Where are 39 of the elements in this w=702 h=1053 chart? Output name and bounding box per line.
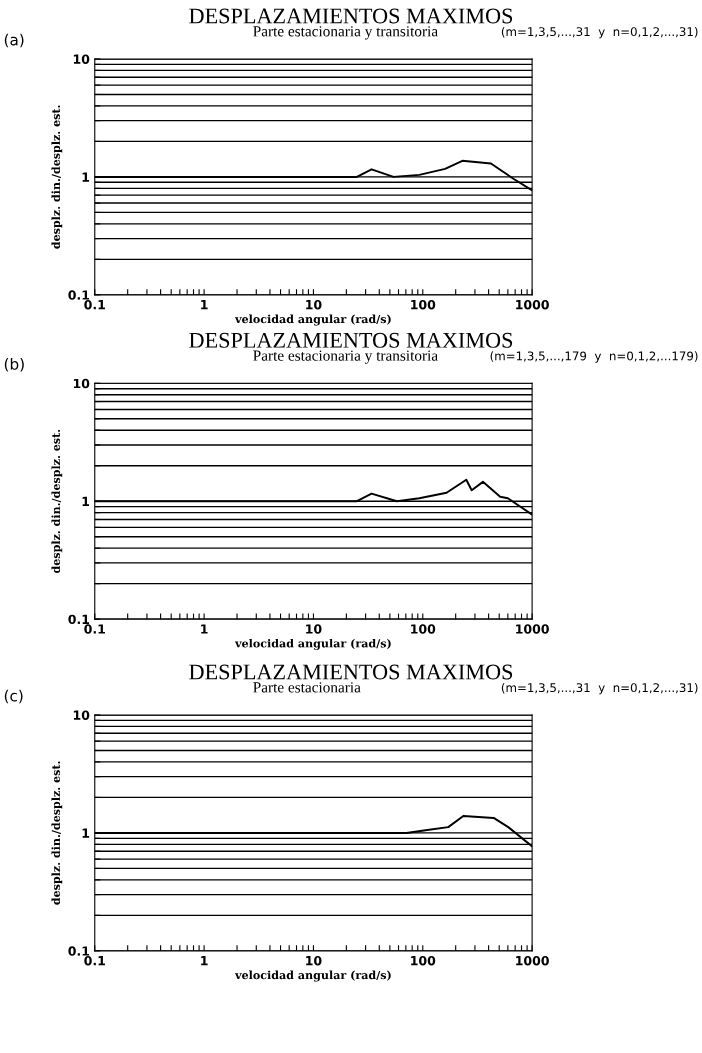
x-tick-label: 10: [306, 299, 322, 310]
x-tick-label: 1000: [516, 299, 549, 310]
x-tick-label: 1000: [516, 955, 549, 966]
y-tick-label: 1: [82, 172, 90, 182]
y-tick-label: 0.1: [68, 290, 90, 300]
x-axis-title: velocidad angular (rad/s): [234, 638, 391, 650]
y-axis-title: desplz. din./desplz. est.: [51, 105, 63, 249]
y-tick-label: 10: [73, 54, 90, 64]
text: (m=1,3,5,...,179 y n=0,1,2,...179): [490, 351, 698, 363]
x-tick-label: 1000: [516, 624, 549, 634]
y-axis-title: desplz. din./desplz. est.: [51, 429, 63, 574]
chart-title: DESPLAZAMIENTOS MAXIMOS: [189, 332, 513, 348]
text: (c): [4, 689, 23, 704]
x-tick-label: 10: [306, 624, 322, 634]
text: (b): [4, 358, 24, 372]
y-tick-label: 0.1: [68, 614, 90, 625]
x-axis-title: velocidad angular (rad/s): [234, 314, 391, 326]
y-tick-label: 1: [82, 828, 90, 838]
text: (a): [4, 33, 24, 48]
x-tick-label: 10: [306, 955, 322, 966]
x-tick-label: 1: [201, 956, 208, 966]
y-tick-label: 1: [82, 496, 90, 506]
chart-subtitle: Parte estacionaria y transitoria: [253, 350, 438, 364]
y-tick-label: 10: [73, 378, 90, 389]
x-tick-label: 1: [201, 300, 208, 310]
text: (m=1,3,5,...,31 y n=0,1,2,...,31): [501, 682, 698, 695]
y-tick-label: 10: [73, 710, 90, 720]
chart-title: DESPLAZAMIENTOS MAXIMOS: [189, 8, 513, 24]
chart-subtitle: Parte estacionaria: [253, 682, 361, 693]
x-tick-label: 100: [411, 624, 436, 634]
chart-subtitle: Parte estacionaria y transitoria: [253, 26, 438, 40]
y-axis-title: desplz. din./desplz. est.: [51, 761, 63, 905]
x-axis-title: velocidad angular (rad/s): [234, 970, 391, 982]
x-tick-label: 1: [201, 624, 208, 634]
y-tick-label: 0.1: [68, 946, 90, 956]
text: (m=1,3,5,...,31 y n=0,1,2,...,31): [501, 26, 698, 39]
chart-title: DESPLAZAMIENTOS MAXIMOS: [189, 664, 513, 680]
x-tick-label: 100: [411, 955, 436, 966]
x-tick-label: 100: [411, 299, 436, 310]
